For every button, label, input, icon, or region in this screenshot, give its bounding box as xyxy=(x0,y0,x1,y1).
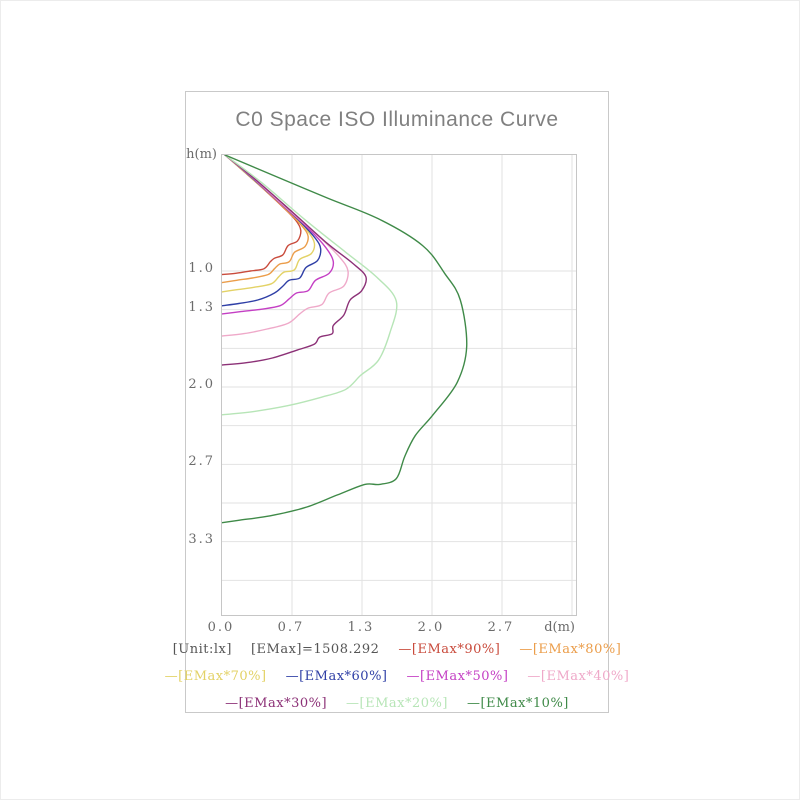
legend-item-emax-30: —[EMax*30%] xyxy=(225,696,328,711)
x-tick-label: 1.3 xyxy=(347,620,375,635)
curve-emax-30 xyxy=(222,155,367,366)
legend-row: [Unit:lx] [EMax]=1508.292 —[EMax*90%] —[EMa… xyxy=(173,641,622,659)
legend-row: —[EMax*70%] —[EMax*60%] —[EMax*50%] —[EMax*… xyxy=(165,668,630,686)
x-axis-label: d(m) xyxy=(544,620,575,635)
plot-area xyxy=(221,154,577,616)
y-axis-label: h(m) xyxy=(186,147,217,162)
legend: [Unit:lx] [EMax]=1508.292 —[EMax*90%] —[EMa… xyxy=(165,641,629,713)
curve-emax-20 xyxy=(222,155,398,416)
legend-item-emax-80: —[EMax*80%] xyxy=(519,642,622,657)
legend-item-emax-60: —[EMax*60%] xyxy=(285,669,388,684)
legend-item-emax-40: —[EMax*40%] xyxy=(527,669,630,684)
legend-row: —[EMax*30%] —[EMax*20%] —[EMax*10%] xyxy=(225,695,569,713)
chart-title: C0 Space ISO Illuminance Curve xyxy=(235,108,559,131)
y-tick-label: 2.7 xyxy=(188,454,215,470)
y-tick-label: 1.3 xyxy=(188,299,215,315)
x-tick-label: 0.0 xyxy=(207,620,235,635)
y-tick-label: 1.0 xyxy=(188,261,215,276)
chart-card: C0 Space ISO Illuminance Curve h(m) 1.0 1… xyxy=(165,91,629,713)
curve-emax-10 xyxy=(222,155,468,524)
legend-item-emax-90: —[EMax*90%] xyxy=(398,642,501,657)
x-tick-label: 2.7 xyxy=(487,620,515,635)
x-tick-label: 0.7 xyxy=(277,620,305,635)
legend-item-emax-10: —[EMax*10%] xyxy=(466,696,569,711)
y-tick-label: 3.3 xyxy=(188,531,215,547)
curve-emax-90 xyxy=(222,155,302,276)
legend-item-emax-70: —[EMax*70%] xyxy=(164,669,267,684)
legend-item-emax-50: —[EMax*50%] xyxy=(406,669,509,684)
legend-item-emax-20: —[EMax*20%] xyxy=(346,696,448,711)
x-tick-label: 2.0 xyxy=(417,620,445,635)
y-tick-label: 2.0 xyxy=(188,377,215,392)
legend-item-unit: [Unit:lx] xyxy=(172,642,232,657)
curve-emax-80 xyxy=(222,155,309,284)
iso-curve-canvas xyxy=(222,155,576,615)
legend-item-emax-value: [EMax]=1508.292 xyxy=(250,642,380,657)
